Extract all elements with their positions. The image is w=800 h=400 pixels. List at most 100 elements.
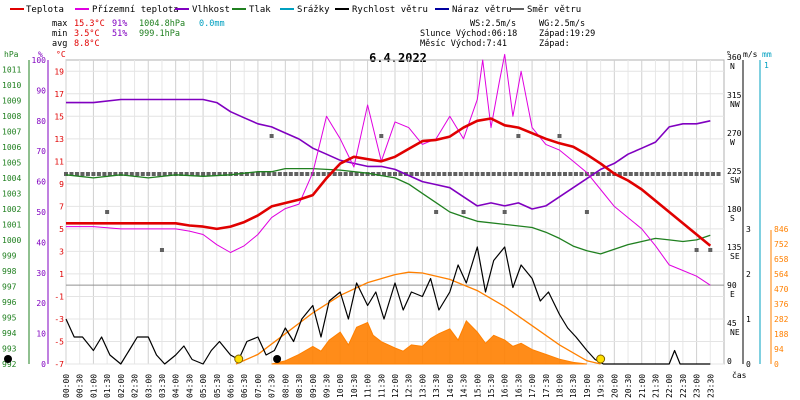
wind-direction-mark (694, 172, 699, 176)
wind-direction-mark (516, 134, 521, 138)
humidity-tick-label: 100 (32, 56, 47, 65)
chart-title: 6.4.2022 (369, 51, 427, 65)
wind-direction-mark (212, 172, 217, 176)
legend-label: Náraz větru (452, 5, 512, 15)
wind-direction-mark (519, 172, 524, 176)
wind-direction-mark (343, 172, 348, 176)
x-tick-label: 14:00 (446, 374, 455, 398)
moonrise-icon (273, 355, 282, 363)
temperature-tick-label: 19 (54, 67, 64, 76)
stat-max-press: 1004.8hPa (139, 19, 185, 29)
pressure-unit: hPa (4, 50, 19, 59)
wind-direction-mark (269, 134, 274, 138)
wind-speed-tick-label: 3 (746, 225, 751, 234)
solar-tick-label: 846 (774, 225, 789, 234)
wind-direction-mark (524, 172, 529, 176)
direction-tick-label: 225 (727, 167, 742, 176)
wind-direction-mark (414, 172, 419, 176)
humidity-tick-label: 30 (36, 269, 46, 278)
x-tick-label: 23:00 (693, 374, 702, 398)
wind-direction-mark (360, 172, 365, 176)
direction-tick-label: SW (730, 176, 740, 185)
pressure-tick-label: 1011 (2, 65, 21, 74)
wind-direction-mark (409, 172, 414, 176)
wind-direction-mark (376, 172, 381, 176)
wind-direction-mark (113, 172, 118, 176)
wind-direction-mark (639, 172, 644, 176)
series-line-teplota (66, 117, 712, 247)
wind-direction-mark (579, 172, 584, 176)
wind-direction-mark (162, 172, 167, 176)
temperature-tick-label: -7 (54, 360, 64, 369)
wind-direction-mark (332, 172, 337, 176)
x-tick-label: 12:30 (405, 374, 414, 398)
wind-direction-mark (146, 172, 151, 176)
stat-min-temp: 3.5°C (74, 29, 100, 39)
wind-direction-mark (393, 172, 397, 176)
x-tick-label: 19:30 (597, 374, 606, 398)
wind-direction-mark (140, 172, 145, 176)
moon-phase-icon (4, 355, 12, 363)
wind-direction-mark (461, 210, 466, 214)
x-tick-label: 04:00 (172, 374, 181, 398)
x-tick-label: 18:00 (556, 374, 565, 398)
wind-direction-mark (562, 172, 567, 176)
wind-direction-mark (157, 172, 162, 176)
wind-direction-mark (672, 172, 677, 176)
wind-direction-mark (716, 172, 721, 176)
wind-direction-mark (310, 172, 315, 176)
stat-min-hum: 51% (112, 29, 127, 39)
wind-direction-mark (277, 172, 282, 176)
wind-direction-mark (69, 172, 74, 176)
info-block: WS:2.5m/s WG:2.5m/s Slunce Východ:06:18 … (420, 19, 595, 49)
pressure-tick-label: 1000 (2, 236, 21, 245)
solar-tick-label: 752 (774, 240, 789, 249)
humidity-tick-label: 70 (36, 147, 46, 156)
humidity-unit: % (38, 50, 43, 59)
x-tick-label: 22:30 (679, 374, 688, 398)
x-tick-label: 03:00 (144, 374, 153, 398)
temperature-unit: °C (56, 50, 66, 59)
pressure-tick-label: 1002 (2, 205, 21, 214)
stat-max-rain: 0.0mm (199, 19, 225, 29)
wind-speed-unit: m/s (743, 50, 758, 59)
direction-tick-label: W (730, 138, 735, 147)
wind-direction-mark (316, 172, 321, 176)
x-tick-label: 19:00 (583, 374, 592, 398)
moonrise-info: Měsíc Východ:7:41 (420, 39, 507, 49)
x-tick-label: 15:00 (473, 374, 482, 398)
axis-unit-labels: hPa % °C ° m/s mm čas (4, 50, 772, 380)
legend-label: Vlhkost (192, 5, 230, 15)
direction-tick-label: NW (730, 100, 740, 109)
solar-radiation-area (271, 320, 587, 365)
wind-direction-mark (294, 172, 299, 176)
wind-direction-mark (151, 172, 156, 176)
wind-direction-mark (168, 172, 173, 176)
wind-direction-mark (453, 172, 458, 176)
pressure-tick-label: 1010 (2, 81, 21, 90)
solar-tick-label: 94 (774, 345, 784, 354)
wind-direction-mark (80, 172, 85, 176)
x-tick-label: 00:00 (62, 374, 71, 398)
wind-direction-mark (700, 172, 705, 176)
stat-label: avg (52, 39, 67, 49)
wind-direction-mark (124, 172, 129, 176)
wind-direction-mark (382, 172, 387, 176)
x-tick-label: 09:00 (309, 374, 318, 398)
x-tick-label: 06:30 (240, 374, 249, 398)
pressure-tick-label: 999 (2, 251, 17, 260)
pressure-tick-label: 997 (2, 282, 17, 291)
wind-direction-mark (96, 172, 101, 176)
wind-direction-mark (486, 172, 491, 176)
series-line-tlak (65, 167, 711, 255)
sunrise-icon (234, 354, 244, 364)
stat-label: max (52, 19, 67, 29)
wind-direction-mark (179, 172, 184, 176)
temperature-tick-label: 15 (54, 112, 64, 121)
stat-max-hum: 91% (112, 19, 127, 29)
wind-direction-mark (195, 172, 200, 176)
wind-direction-mark (250, 172, 255, 176)
wind-direction-mark (272, 172, 277, 176)
wind-direction-mark (634, 172, 639, 176)
